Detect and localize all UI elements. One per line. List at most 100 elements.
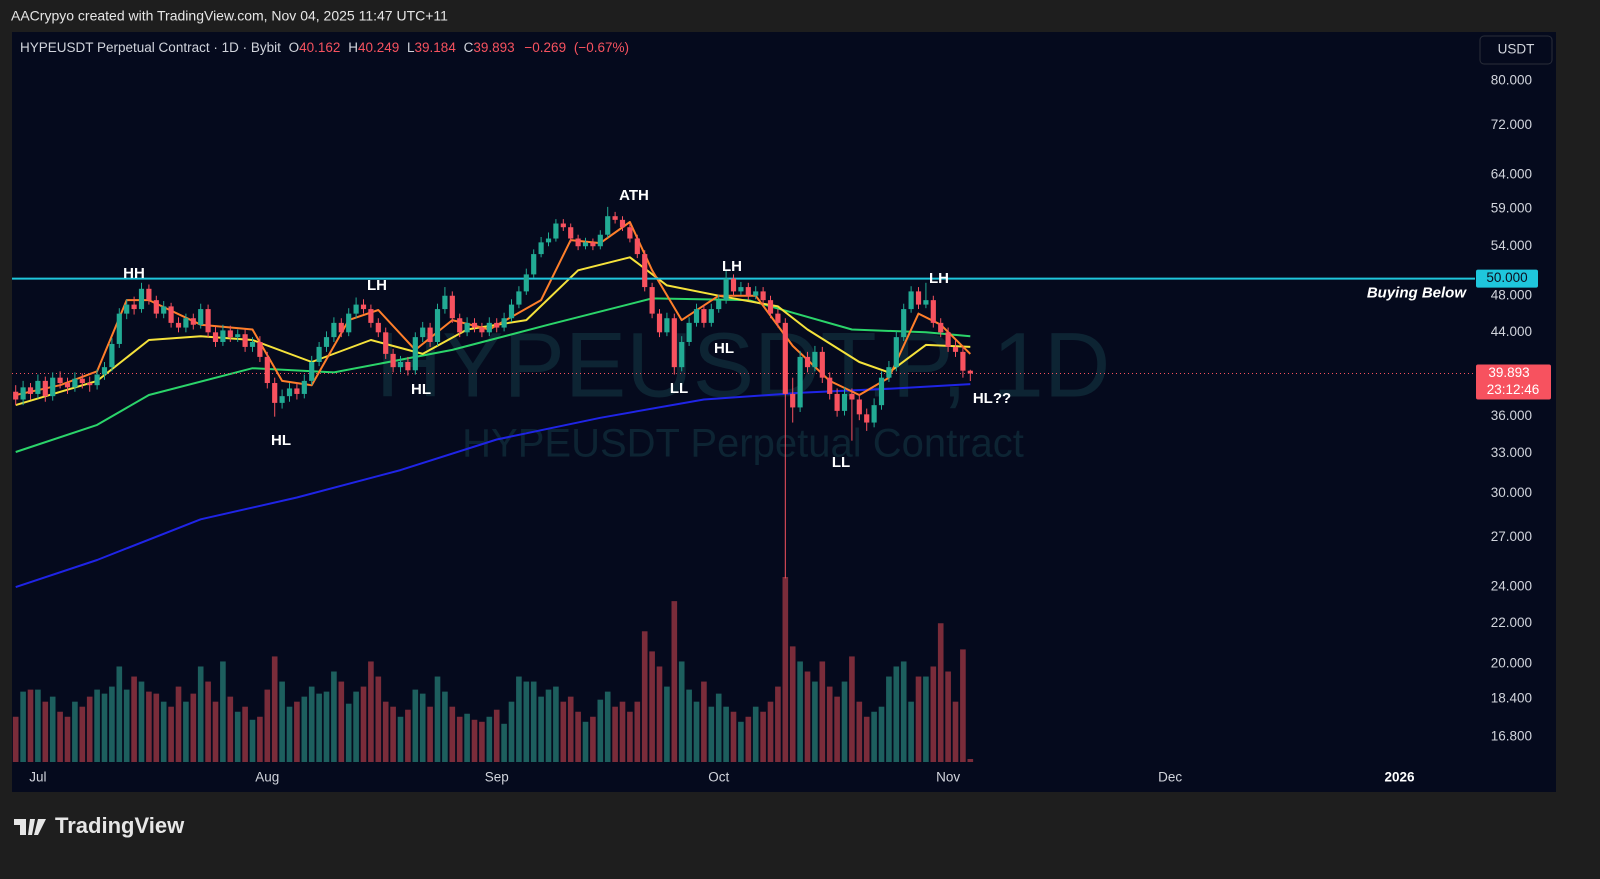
x-tick-label: Jul xyxy=(29,770,46,785)
volume-bar xyxy=(826,686,833,762)
logo: TradingView xyxy=(14,813,185,838)
volume-bar xyxy=(686,689,692,762)
level-tag xyxy=(1476,269,1538,288)
candle-body xyxy=(656,313,663,333)
volume-bar xyxy=(582,721,589,762)
currency-button[interactable] xyxy=(1479,35,1553,65)
change: −0.269 xyxy=(524,40,566,55)
candle-body xyxy=(331,322,337,338)
candle-body xyxy=(738,287,744,292)
candle-body xyxy=(664,318,670,333)
volume-bar xyxy=(109,686,115,762)
candle-body xyxy=(116,313,122,344)
candle-body xyxy=(109,343,115,368)
candle-body xyxy=(124,304,130,314)
volume-bar xyxy=(523,681,530,762)
annotation: ATH xyxy=(619,187,649,204)
volume-bar xyxy=(797,661,803,762)
volume-bar xyxy=(671,601,678,762)
volume-bar xyxy=(493,709,500,762)
volume-bar xyxy=(264,689,271,762)
currency[interactable]: USDT xyxy=(1498,42,1535,57)
volume-bar xyxy=(745,716,752,762)
x-tick-label: Oct xyxy=(708,770,729,785)
volume-bar xyxy=(123,689,130,762)
y-tick-label: 48.000 xyxy=(1491,287,1532,302)
legend-value: 39.184 xyxy=(415,40,457,55)
candle-body xyxy=(605,216,611,235)
legend-key: L xyxy=(407,40,415,55)
countdown: 23:12:46 xyxy=(1487,382,1540,397)
candle-body xyxy=(368,309,374,323)
volume-bar xyxy=(353,691,359,762)
legend-key: O xyxy=(289,40,300,55)
candle-body xyxy=(264,356,270,384)
y-tick-label: 33.000 xyxy=(1491,445,1532,460)
candle-body xyxy=(405,362,411,371)
volume-bar xyxy=(20,691,26,762)
volume-bar xyxy=(538,696,544,762)
annotation: LL xyxy=(670,380,688,397)
volume-bar xyxy=(49,696,56,762)
volume-bar xyxy=(967,758,974,762)
candle-body xyxy=(886,367,892,378)
volume-bar xyxy=(849,656,855,762)
annotation: LH xyxy=(929,270,949,287)
volume-bar xyxy=(590,716,596,762)
volume-bar xyxy=(767,701,774,762)
volume-bar xyxy=(12,716,19,762)
volume-bar xyxy=(789,646,796,762)
volume-bar xyxy=(664,686,670,762)
volume-bar xyxy=(242,706,248,762)
volume-bar xyxy=(856,701,863,762)
volume-bar xyxy=(641,631,648,762)
candle-body xyxy=(871,405,877,423)
candle-body xyxy=(235,334,241,338)
volume-bar xyxy=(183,701,189,762)
candle-body xyxy=(679,341,685,368)
annotation: LL xyxy=(832,454,850,471)
x-tick-label: Nov xyxy=(936,770,960,785)
candle-body xyxy=(901,309,907,338)
x-tick-label: Dec xyxy=(1158,770,1182,785)
volume-bar xyxy=(863,716,870,762)
volume-bar xyxy=(612,706,618,762)
volume-bar xyxy=(619,701,626,762)
candle-body xyxy=(294,388,300,394)
attribution: AACrypyo created with TradingView.com, N… xyxy=(11,8,448,24)
volume-bar xyxy=(286,706,293,762)
candle-body xyxy=(272,383,278,403)
volume-bar xyxy=(804,671,811,762)
candle-body xyxy=(775,313,781,323)
annotation: HL xyxy=(271,432,291,449)
candle-body xyxy=(464,322,470,333)
candle-body xyxy=(553,223,559,239)
volume-bar xyxy=(604,691,611,762)
volume-bar xyxy=(908,701,914,762)
candle-body xyxy=(915,291,922,305)
volume-bar xyxy=(530,681,537,762)
plot-area: HYPEUSDT.P, 1D HYPEUSDT Perpetual Contrac… xyxy=(12,73,1551,785)
candle-body xyxy=(390,353,396,368)
candle-body xyxy=(849,393,855,400)
volume-bar xyxy=(634,701,641,762)
candle-body xyxy=(427,327,433,342)
candle-body xyxy=(501,318,507,328)
candle-body xyxy=(220,330,226,342)
candle-body xyxy=(967,370,973,374)
y-tick-label: 22.000 xyxy=(1491,615,1532,630)
candle-body xyxy=(701,309,707,323)
volume-bar xyxy=(900,661,907,762)
volume-bar xyxy=(257,716,263,762)
volume-bar xyxy=(923,676,929,762)
volume-bar xyxy=(649,651,655,762)
y-tick-label: 44.000 xyxy=(1491,324,1532,339)
volume-bar xyxy=(553,686,559,762)
volume-bar xyxy=(205,681,211,762)
volume-bar xyxy=(64,716,71,762)
volume-bar xyxy=(819,661,826,762)
volume-bar xyxy=(197,666,204,762)
volume-bar xyxy=(567,696,574,762)
volume-bar xyxy=(841,681,848,762)
volume-bar xyxy=(316,693,322,762)
